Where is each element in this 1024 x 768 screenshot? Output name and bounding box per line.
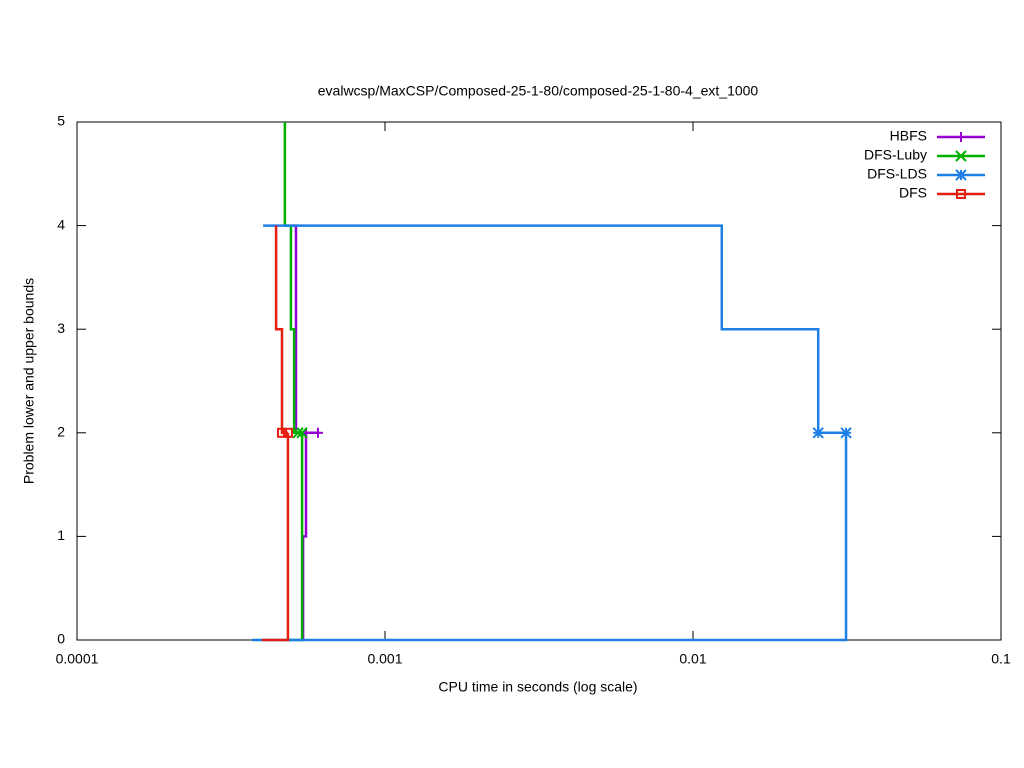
legend-label: HBFS — [890, 128, 927, 144]
x-tick-label: 0.001 — [367, 651, 402, 667]
marker — [282, 427, 293, 438]
marker-stroke — [292, 427, 304, 439]
y-tick-label: 4 — [57, 216, 65, 232]
marker — [292, 427, 304, 439]
x-tick-label: 0.0001 — [56, 651, 99, 667]
marker — [955, 150, 967, 162]
chart-title: evalwcsp/MaxCSP/Composed-25-1-80/compose… — [318, 83, 759, 99]
legend-label: DFS — [899, 185, 927, 201]
marker — [313, 427, 324, 438]
marker-stroke — [956, 189, 966, 199]
marker-stroke — [812, 427, 824, 439]
marker — [840, 427, 852, 439]
series-line — [262, 432, 290, 642]
marker — [276, 427, 287, 438]
marker — [955, 169, 967, 181]
y-tick-label: 5 — [57, 113, 65, 129]
x-tick-label: 0.1 — [991, 651, 1011, 667]
marker — [812, 427, 824, 439]
y-tick-label: 0 — [57, 631, 65, 647]
y-tick-label: 3 — [57, 320, 65, 336]
marker-stroke — [840, 427, 852, 439]
marker — [956, 189, 966, 199]
marker-stroke — [955, 169, 967, 181]
y-tick-label: 1 — [57, 527, 65, 543]
marker — [296, 427, 308, 439]
marker-stroke — [955, 150, 967, 162]
legend-label: DFS-Luby — [864, 147, 927, 163]
y-axis-label: Problem lower and upper bounds — [21, 278, 37, 484]
marker-stroke — [282, 427, 293, 438]
legend-label: DFS-LDS — [867, 166, 927, 182]
x-tick-label: 0.01 — [679, 651, 706, 667]
x-axis-label: CPU time in seconds (log scale) — [438, 679, 637, 695]
marker — [956, 132, 966, 142]
y-tick-label: 2 — [57, 424, 65, 440]
marker-stroke — [276, 427, 287, 438]
series-line — [252, 432, 848, 642]
marker-stroke — [296, 427, 308, 439]
